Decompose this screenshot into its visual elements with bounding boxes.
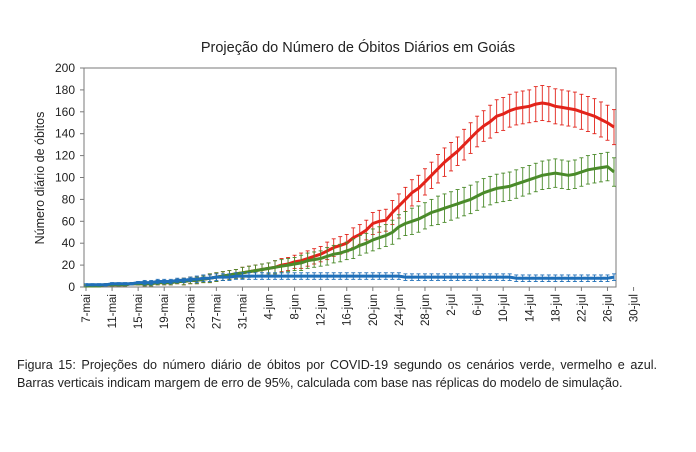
y-tick-label: 0 xyxy=(68,280,75,294)
series-layer xyxy=(84,85,616,288)
x-tick-label: 23-mai xyxy=(185,294,197,329)
x-tick-label: 16-jun xyxy=(342,294,354,326)
x-tick-label: 24-jun xyxy=(394,294,406,326)
figure-caption: Figura 15: Projeções do número diário de… xyxy=(17,358,657,390)
y-tick-label: 120 xyxy=(55,149,75,163)
x-tick-label: 2-jul xyxy=(446,294,458,316)
x-tick-label: 11-mai xyxy=(107,294,119,328)
chart-title: Projeção do Número de Óbitos Diários em … xyxy=(201,39,515,56)
x-axis-ticks: 7-mai 11-mai 15-mai 19-mai 23-mai 27-mai 31-ma… xyxy=(81,287,641,329)
y-tick-label: 20 xyxy=(62,258,76,272)
y-tick-label: 180 xyxy=(55,83,75,97)
series-line xyxy=(86,101,615,288)
x-tick-label: 14-jul xyxy=(524,294,536,322)
y-tick-label: 200 xyxy=(55,61,75,75)
series-1 xyxy=(84,151,616,288)
series-line xyxy=(86,165,615,288)
x-tick-label: 7-mai xyxy=(81,294,93,323)
x-tick-label: 28-jun xyxy=(420,294,432,326)
series-line xyxy=(86,274,615,287)
x-tick-label: 12-jun xyxy=(316,294,328,326)
x-tick-label: 20-jun xyxy=(368,294,380,326)
x-tick-label: 27-mai xyxy=(211,294,223,329)
series-2 xyxy=(84,272,616,287)
y-tick-label: 160 xyxy=(55,105,75,119)
y-tick-label: 40 xyxy=(62,236,76,250)
x-tick-label: 18-jul xyxy=(550,294,562,322)
y-tick-label: 140 xyxy=(55,127,75,141)
x-tick-label: 10-jul xyxy=(498,294,510,322)
x-tick-label: 6-jul xyxy=(472,294,484,316)
x-tick-label: 15-mai xyxy=(133,294,145,329)
y-axis-ticks: 0 20 40 60 80 100 120 140 160 180 200 xyxy=(55,61,84,294)
y-tick-label: 80 xyxy=(62,192,76,206)
x-tick-label: 26-jul xyxy=(602,294,614,322)
y-tick-label: 60 xyxy=(62,214,76,228)
x-tick-label: 31-mai xyxy=(237,294,249,329)
x-tick-label: 4-jun xyxy=(264,294,276,320)
x-tick-label: 19-mai xyxy=(159,294,171,329)
chart: Projeção do Número de Óbitos Diários em … xyxy=(33,39,641,329)
y-axis-label: Número diário de óbitos xyxy=(33,112,47,245)
x-tick-label: 30-jul xyxy=(629,294,641,322)
y-tick-label: 100 xyxy=(55,171,75,185)
x-tick-label: 22-jul xyxy=(576,294,588,322)
x-tick-label: 8-jun xyxy=(290,294,302,320)
